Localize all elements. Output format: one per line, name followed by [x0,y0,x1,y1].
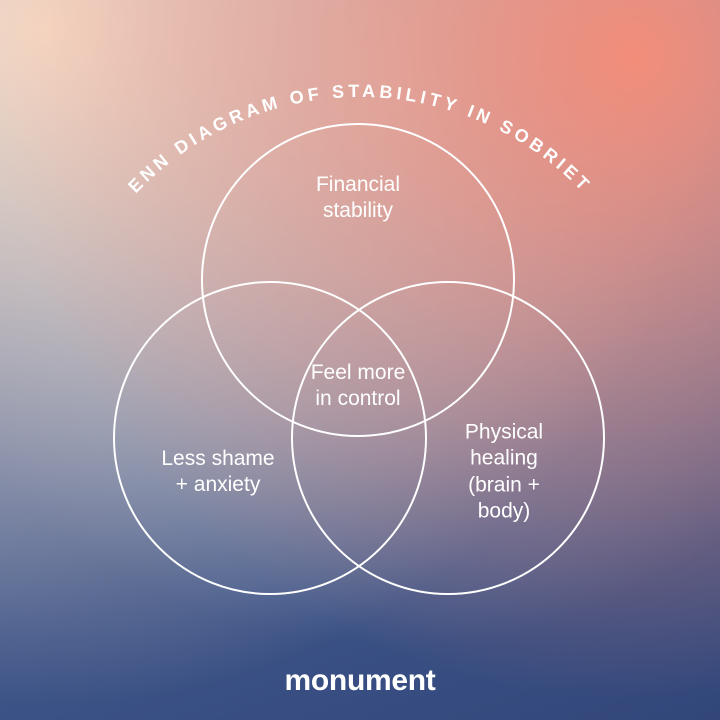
venn-label-left: Less shame + anxiety [161,446,274,499]
venn-circle-right [291,281,605,595]
venn-label-center: Feel more in control [311,360,406,413]
brand-logo: monument [285,664,436,698]
diagram-stage: VENN DIAGRAM OF STABILITY IN SOBRIETY Fi… [0,0,720,720]
venn-label-top: Financial stability [316,172,400,225]
venn-label-right: Physical healing (brain + body) [465,420,543,525]
